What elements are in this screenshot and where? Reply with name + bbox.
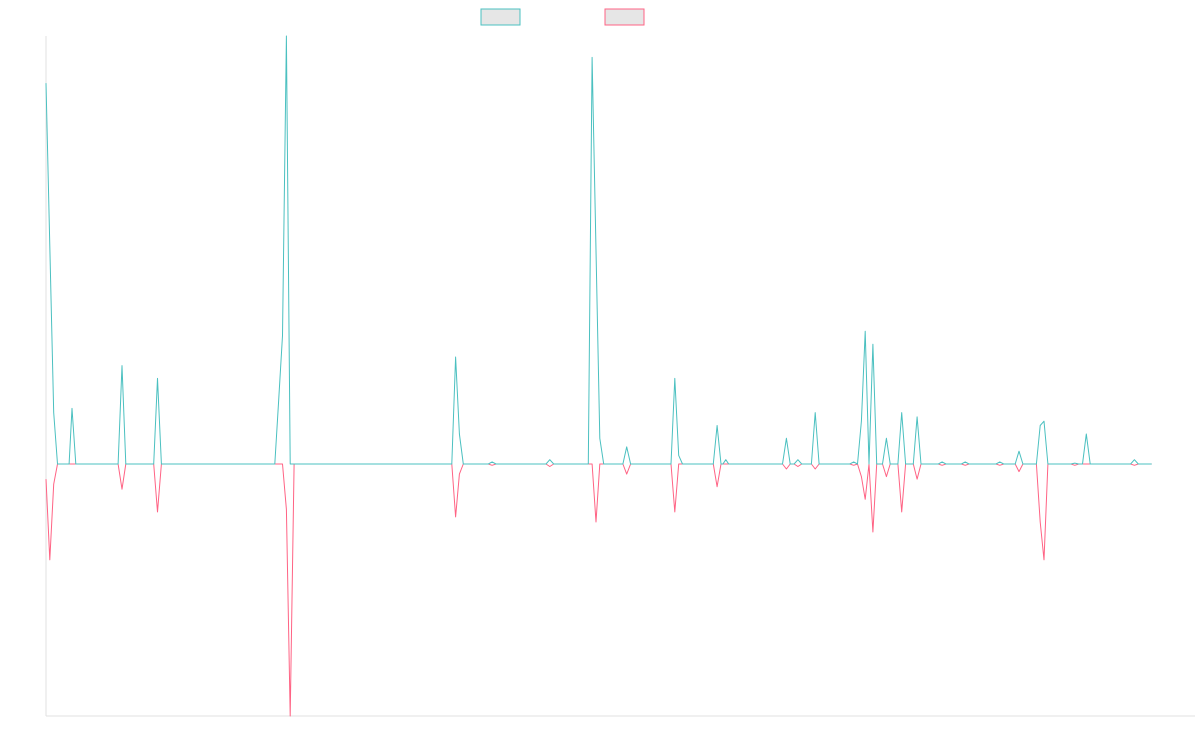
- series-layer: [45, 35, 1152, 717]
- legend-swatch-1[interactable]: [480, 8, 521, 26]
- legend: [480, 8, 645, 26]
- series-line-2: [45, 463, 1152, 717]
- series-line-1: [45, 35, 1152, 465]
- legend-swatch-2[interactable]: [604, 8, 645, 26]
